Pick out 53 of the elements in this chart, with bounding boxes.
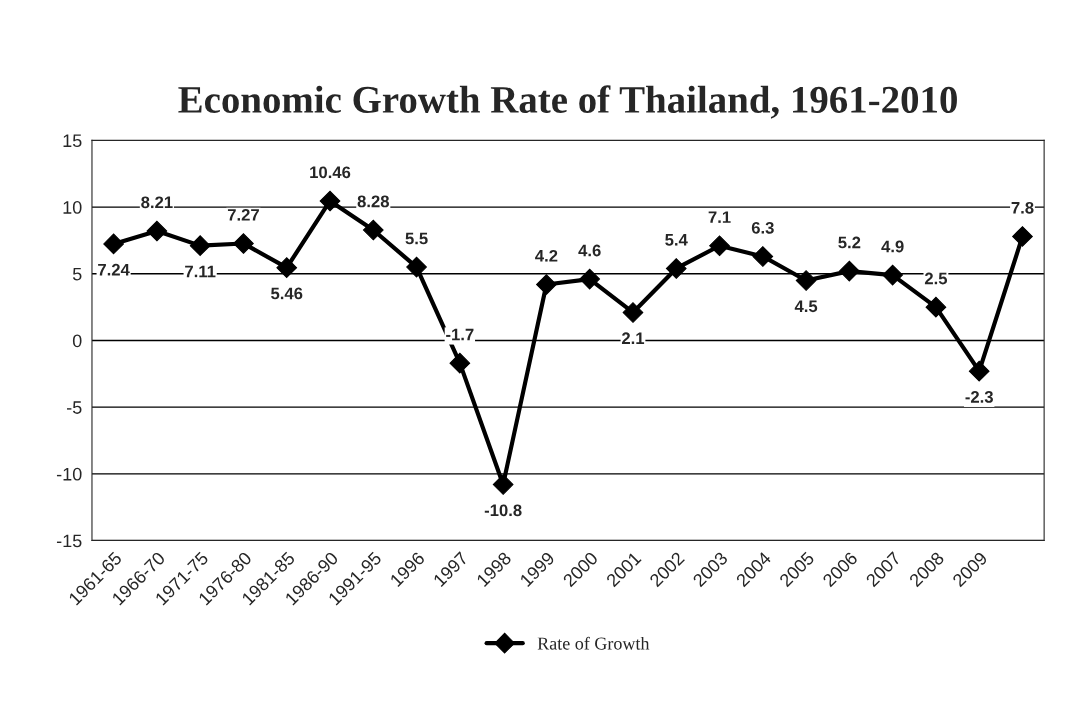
point xyxy=(709,235,730,257)
point xyxy=(492,474,514,495)
y-tick-label: 5 xyxy=(72,267,82,281)
data-label: 4.5 xyxy=(794,300,818,313)
data-label: 6.3 xyxy=(751,221,774,234)
data-label: 8.28 xyxy=(357,195,389,208)
point xyxy=(146,220,168,242)
data-label: 4.2 xyxy=(535,249,558,262)
point xyxy=(665,258,687,279)
point xyxy=(622,302,644,323)
data-label: 5.46 xyxy=(271,287,303,300)
data-label: 4.9 xyxy=(881,240,904,253)
point xyxy=(449,352,471,374)
data-label: 5.2 xyxy=(838,236,861,249)
data-label: -10.8 xyxy=(484,504,522,517)
point xyxy=(795,270,817,291)
data-label: 2.1 xyxy=(621,332,645,344)
data-label: 5.5 xyxy=(405,232,428,245)
point xyxy=(839,260,860,282)
point xyxy=(536,274,557,295)
point xyxy=(882,264,903,286)
data-label: 7.24 xyxy=(98,263,130,276)
point xyxy=(233,233,254,254)
y-tick-label: -10 xyxy=(56,467,82,481)
data-label: 7.8 xyxy=(1011,201,1034,214)
data-label: 2.5 xyxy=(924,272,948,285)
point xyxy=(925,296,947,318)
y-tick-label: 0 xyxy=(72,334,82,348)
point xyxy=(319,190,341,212)
point xyxy=(968,360,990,382)
data-label: 7.1 xyxy=(708,211,731,223)
data-label: -2.3 xyxy=(965,391,993,403)
data-label: 10.46 xyxy=(310,166,351,179)
data-label: 8.21 xyxy=(141,196,173,209)
point xyxy=(362,219,384,241)
data-label: 5.4 xyxy=(665,234,688,246)
data-label: 4.6 xyxy=(578,244,601,257)
point xyxy=(406,256,427,278)
point xyxy=(1012,226,1033,247)
data-label: 7.27 xyxy=(227,208,259,221)
y-tick-label: -15 xyxy=(56,534,82,548)
data-label: 7.11 xyxy=(185,265,216,278)
point xyxy=(579,268,601,290)
y-tick-label: 15 xyxy=(63,134,82,148)
chart-title: Economic Growth Rate of Thailand, 1961-2010 xyxy=(178,85,957,119)
legend-label: Rate of Growth xyxy=(537,636,650,650)
point xyxy=(189,235,211,256)
y-tick-label: -5 xyxy=(67,401,82,414)
point xyxy=(752,246,774,267)
y-tick-label: 10 xyxy=(63,201,82,214)
point xyxy=(103,233,124,255)
data-label: -1.7 xyxy=(446,328,474,341)
point xyxy=(276,257,298,278)
